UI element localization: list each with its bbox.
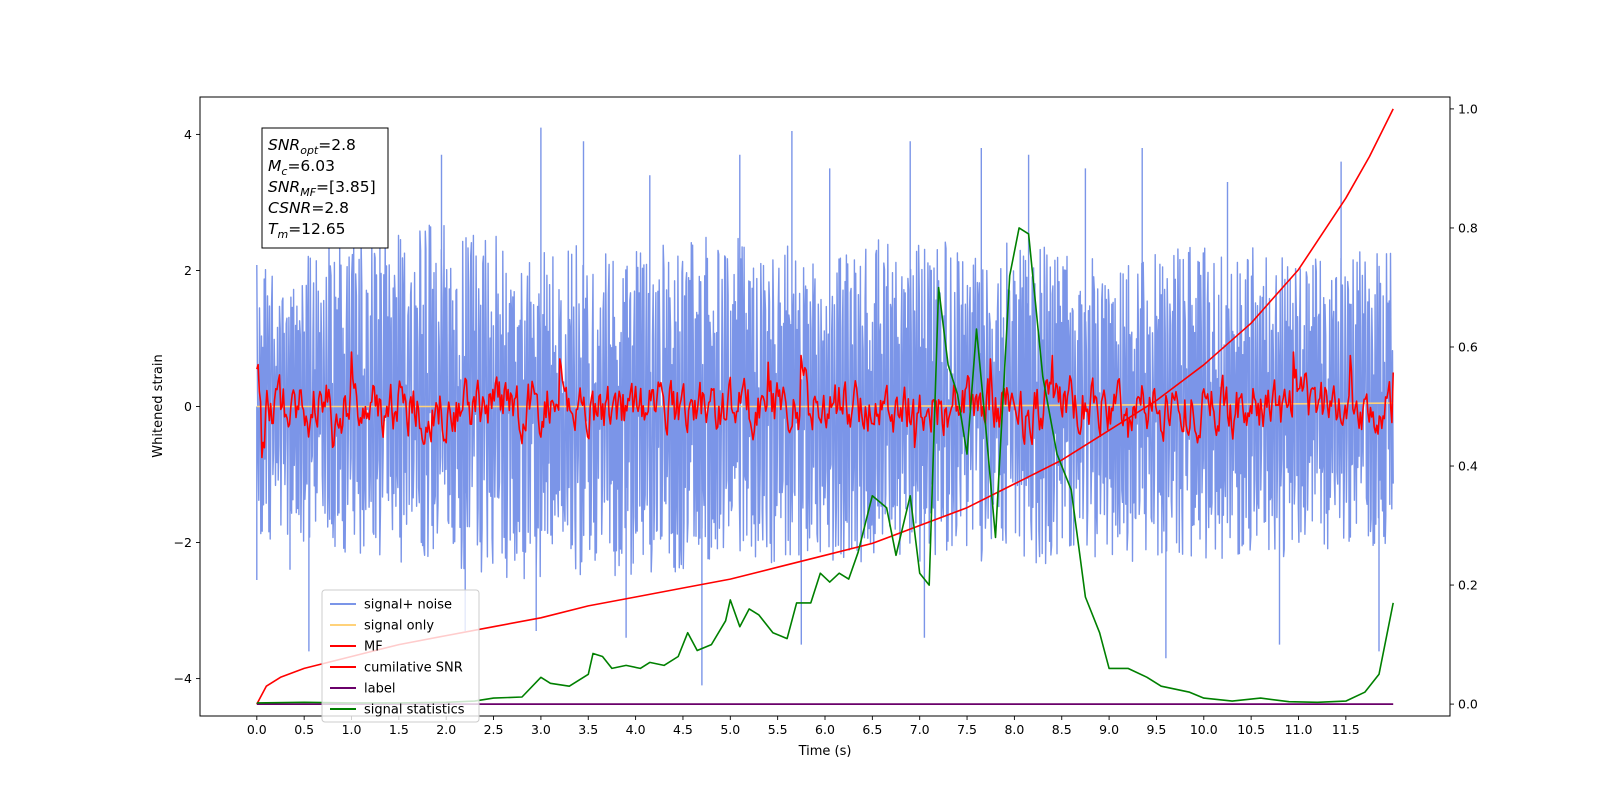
- y-tick-label-left: 4: [184, 127, 192, 142]
- x-tick-label: 9.0: [1099, 722, 1119, 737]
- x-axis: 0.0 0.5 1.0 1.5 2.0 2.5 3.0 3.5 4.0 4.5 5.0 5.5 6.0 6…: [247, 716, 1360, 737]
- series-signal-statistics: [256, 227, 1394, 704]
- x-tick-label: 0.0: [247, 722, 267, 737]
- legend-frame: [321, 589, 480, 723]
- x-tick-label: 5.5: [768, 722, 788, 737]
- y-tick-label-left: −4: [174, 671, 192, 686]
- legend-label: label: [364, 682, 395, 697]
- series-mf: [256, 351, 1394, 459]
- legend-label: signal only: [364, 619, 434, 634]
- x-tick-label: 11.0: [1285, 722, 1313, 737]
- legend: signal+ noise signal only MF cumilative SNR…: [321, 589, 480, 723]
- y-tick-label-right: 0.0: [1458, 697, 1478, 712]
- y-tick-label-right: 0.6: [1458, 339, 1478, 354]
- x-axis-label: Time (s): [798, 744, 852, 759]
- x-tick-label: 5.0: [720, 722, 740, 737]
- x-tick-label: 7.0: [910, 722, 930, 737]
- legend-label: signal statistics: [364, 703, 465, 718]
- x-tick-label: 1.0: [342, 722, 362, 737]
- y-tick-label-right: 1.0: [1458, 101, 1478, 116]
- y-axis-right: 0.0 0.2 0.4 0.6 0.8 1.0: [1450, 101, 1478, 712]
- x-tick-label: 3.0: [531, 722, 551, 737]
- x-tick-label: 11.5: [1332, 722, 1360, 737]
- legend-label: cumilative SNR: [364, 661, 463, 676]
- x-tick-label: 1.5: [389, 722, 409, 737]
- annotation-line: CSNR=2.8: [268, 199, 349, 217]
- y-tick-label-left: −2: [174, 535, 192, 550]
- x-tick-label: 2.0: [436, 722, 456, 737]
- x-tick-label: 10.5: [1237, 722, 1265, 737]
- x-tick-label: 6.0: [815, 722, 835, 737]
- y-tick-label-right: 0.2: [1458, 578, 1478, 593]
- x-tick-label: 3.5: [578, 722, 598, 737]
- legend-label: signal+ noise: [364, 598, 452, 613]
- x-tick-label: 7.5: [957, 722, 977, 737]
- series-signal-noise: [256, 127, 1394, 686]
- legend-label: MF: [364, 640, 383, 655]
- x-tick-label: 4.0: [626, 722, 646, 737]
- y-axis-label: Whitened strain: [151, 354, 166, 457]
- y-tick-label-right: 0.4: [1458, 459, 1478, 474]
- x-tick-label: 2.5: [484, 722, 504, 737]
- x-tick-label: 6.5: [862, 722, 882, 737]
- y-tick-label-left: 0: [184, 399, 192, 414]
- annotation-line: SNRMF=[3.85]: [268, 178, 376, 199]
- series-layer: [256, 108, 1394, 705]
- plot-area: [256, 108, 1394, 705]
- x-tick-label: 8.0: [1004, 722, 1024, 737]
- x-tick-label: 8.5: [1052, 722, 1072, 737]
- y-tick-label-left: 2: [184, 263, 192, 278]
- annotation-frame: [261, 127, 389, 249]
- x-tick-label: 10.0: [1190, 722, 1218, 737]
- y-tick-label-right: 0.8: [1458, 220, 1478, 235]
- annotation-line: Mc=6.03: [268, 157, 335, 178]
- annotation-line: SNRopt=2.8: [268, 136, 356, 157]
- y-axis-left: −4 −2 0 2 4: [174, 127, 200, 686]
- x-tick-label: 4.5: [673, 722, 693, 737]
- x-tick-label: 9.5: [1146, 722, 1166, 737]
- annotation-line: Tm=12.65: [268, 220, 346, 241]
- x-tick-label: 0.5: [294, 722, 314, 737]
